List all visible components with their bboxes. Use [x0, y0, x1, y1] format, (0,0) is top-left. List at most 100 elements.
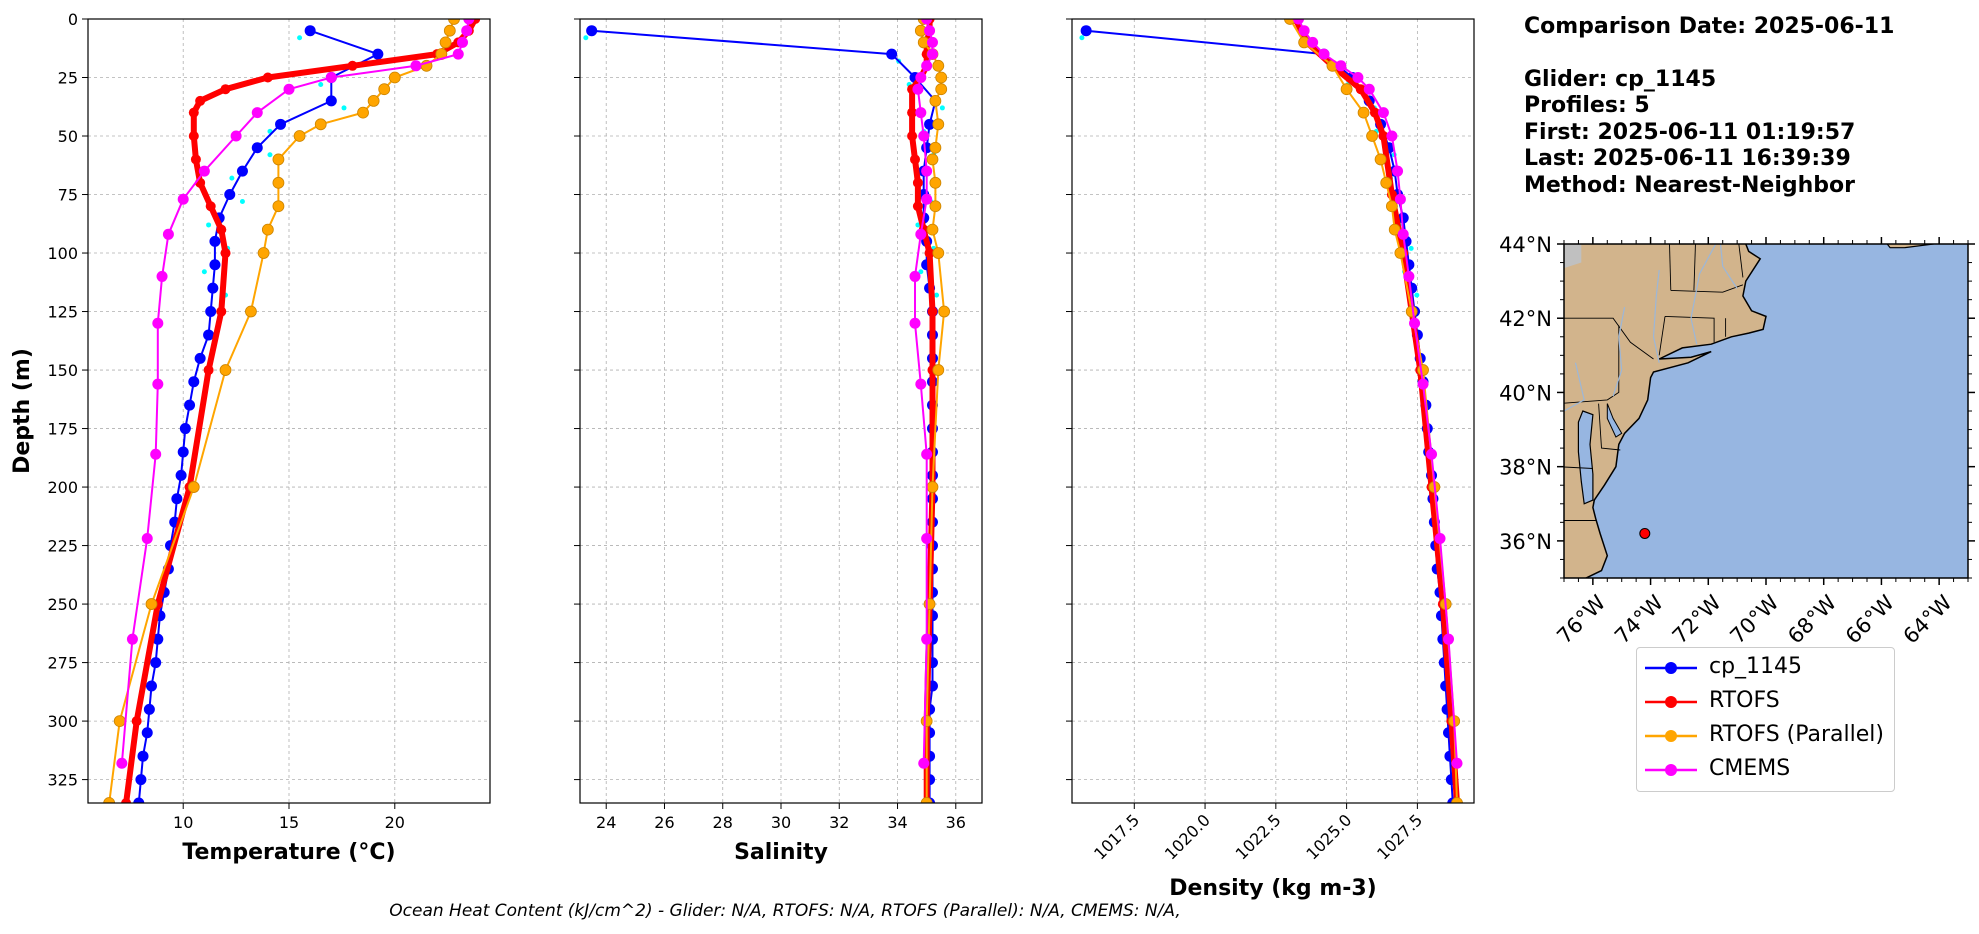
series-point-cmems	[1394, 193, 1406, 205]
series-point-rtofs-parallel	[1340, 83, 1353, 96]
comparison-date: Comparison Date: 2025-06-11	[1524, 14, 1895, 39]
series-point-cmems	[924, 25, 936, 37]
lake-region	[1564, 244, 1582, 269]
map-lon-label: 70°W	[1725, 590, 1783, 648]
raw-observation-point	[1408, 245, 1414, 251]
raw-observation-point	[341, 105, 347, 111]
series-point-cmems	[921, 19, 933, 25]
series-point-cp-1145	[886, 48, 898, 60]
series-point-cmems	[915, 72, 927, 84]
series-point-rtofs-parallel	[1417, 364, 1429, 376]
raw-observation-point	[239, 199, 245, 205]
x-tick-label: 1017.5	[1090, 810, 1143, 863]
legend-label: RTOFS	[1709, 688, 1780, 713]
series-point-cmems	[1363, 83, 1375, 95]
nova-scotia	[1886, 244, 1937, 249]
series-point-rtofs	[1369, 107, 1380, 118]
comparison-info: Comparison Date: 2025-06-11 Glider: cp_11…	[1524, 14, 1894, 199]
map-lon-label: 76°W	[1552, 590, 1610, 648]
state-border	[1564, 466, 1593, 469]
state-border	[1738, 244, 1744, 278]
river	[1690, 244, 1717, 345]
series-point-cp-1145	[150, 657, 162, 669]
series-point-cmems	[325, 72, 337, 84]
series-point-cmems	[1307, 36, 1319, 48]
series-point-rtofs-parallel	[938, 305, 951, 318]
series-group	[583, 19, 951, 803]
raw-observation-point	[1079, 35, 1085, 41]
series-point-cp-1145	[143, 703, 155, 715]
legend-item-rtofs: RTOFS	[1637, 685, 1894, 719]
series-point-cmems	[251, 107, 263, 119]
series-point-cmems	[921, 448, 933, 460]
y-tick-label: 100	[47, 244, 78, 263]
y-tick-label: 25	[58, 69, 78, 88]
series-point-rtofs	[121, 798, 132, 803]
temperature-panel: 10 15 200255075100125150175200225250275300…	[10, 10, 491, 865]
series-point-rtofs-parallel	[272, 153, 285, 166]
map-lon-label: 66°W	[1841, 590, 1899, 648]
series-point-rtofs-parallel	[920, 715, 933, 727]
series-point-cmems	[410, 60, 422, 72]
x-tick-label: 15	[279, 813, 299, 832]
series-point-rtofs	[262, 72, 273, 83]
y-tick-label: 200	[47, 478, 78, 497]
series-point-cmems	[1443, 633, 1455, 645]
river	[1612, 306, 1626, 397]
series-point-cmems	[150, 448, 162, 460]
state-border	[1564, 317, 1654, 360]
series-point-rtofs-parallel	[113, 715, 126, 727]
series-point-cmems	[921, 60, 933, 72]
series-point-cp-1145	[194, 352, 206, 364]
series-point-cmems	[1377, 107, 1389, 119]
y-axis-label: Depth (m)	[10, 348, 35, 474]
state-border	[1598, 403, 1621, 451]
series-point-cmems	[152, 317, 164, 329]
series-point-rtofs-parallel	[929, 95, 942, 107]
series-point-cmems	[1292, 19, 1304, 25]
series-point-cp-1145	[205, 306, 217, 318]
series-point-rtofs	[910, 154, 920, 165]
series-point-rtofs-parallel	[1388, 223, 1401, 236]
state-border	[1658, 316, 1666, 356]
series-point-cp-1145	[586, 25, 598, 37]
salinity-panel: 24 26 28 30 32 34 36 Salinity	[574, 18, 983, 865]
y-tick-label: 250	[47, 595, 78, 614]
map-lat-label: 38°N	[1499, 456, 1552, 480]
series-point-cp-1145	[145, 680, 157, 692]
series-point-rtofs-parallel	[935, 83, 948, 96]
series-point-cmems	[909, 270, 921, 282]
series-point-cmems	[921, 193, 933, 205]
series-line-rtofs-parallel	[108, 19, 455, 803]
density-panel: 1017.5 1020.0 1022.5 1025.0 1027.5 Density (k…	[1066, 18, 1475, 901]
series-point-cp-1145	[325, 95, 337, 107]
series-point-rtofs-parallel	[920, 797, 933, 803]
series-point-rtofs-parallel	[443, 24, 456, 37]
x-axis-label: Temperature (°C)	[182, 840, 395, 865]
series-point-cmems	[230, 130, 242, 142]
series-group	[103, 19, 481, 803]
series-point-rtofs	[907, 131, 918, 142]
legend-label: CMEMS	[1709, 756, 1791, 781]
series-point-rtofs-parallel	[448, 19, 460, 25]
series-point-rtofs-parallel	[378, 83, 391, 96]
series-point-cmems	[1434, 533, 1446, 545]
series-point-rtofs-parallel	[272, 176, 285, 189]
series-point-cmems	[283, 83, 295, 95]
raw-observation-point	[267, 152, 273, 158]
river	[1564, 362, 1585, 412]
series-point-rtofs	[216, 224, 227, 235]
series-point-cmems	[1386, 130, 1398, 142]
series-point-cp-1145	[177, 446, 189, 458]
series-point-cmems	[1409, 317, 1421, 329]
series-point-cp-1145	[141, 727, 153, 739]
series-point-rtofs-parallel	[145, 598, 158, 610]
x-tick-label: 32	[829, 813, 849, 832]
chesapeake-bay	[1577, 410, 1594, 505]
series-point-rtofs-parallel	[103, 797, 116, 803]
series-point-rtofs-parallel	[932, 247, 945, 259]
series-point-cmems	[1397, 228, 1409, 240]
river	[1719, 244, 1738, 289]
series-point-rtofs-parallel	[314, 118, 327, 131]
series-point-cp-1145	[1397, 212, 1409, 224]
